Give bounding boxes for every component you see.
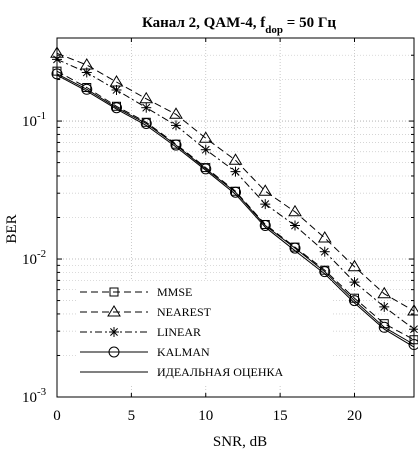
x-tick-label: 0: [53, 408, 61, 424]
marker-star: [200, 144, 211, 155]
legend-label: ИДЕАЛЬНАЯ ОЦЕНКА: [157, 365, 284, 379]
legend-label: KALMAN: [157, 345, 210, 359]
legend-item: KALMAN: [80, 345, 210, 359]
marker-star-stroke: [172, 121, 180, 130]
marker-star-stroke: [231, 167, 240, 176]
marker-star-stroke: [201, 145, 210, 154]
marker-triangle: [107, 305, 121, 317]
x-tick-label: 20: [347, 408, 362, 424]
marker-star-stroke: [112, 86, 121, 94]
marker-star-stroke: [110, 328, 118, 336]
marker-circle: [140, 118, 152, 130]
marker-circle: [200, 163, 212, 175]
series-line: [56, 74, 415, 348]
marker-triangle: [198, 131, 213, 143]
marker-star: [171, 120, 181, 131]
y-tick-label: 10-3: [22, 386, 47, 406]
x-tick-label: 5: [128, 408, 136, 424]
legend-box: [76, 281, 332, 385]
marker-star: [290, 220, 300, 231]
marker-star: [319, 246, 330, 257]
legend-item: MMSE: [80, 285, 192, 299]
marker-star-stroke: [82, 68, 91, 77]
marker-circle: [289, 242, 301, 254]
legend-item: LINEAR: [80, 325, 201, 339]
axis-ticks: 0 5 10 15 20 10-3 10-2 10-1: [22, 37, 414, 424]
marker-star: [81, 67, 92, 78]
marker-circle: [319, 266, 331, 278]
marker-triangle: [258, 184, 273, 196]
marker-circle: [170, 139, 182, 151]
marker-triangle: [377, 286, 392, 299]
marker-star-stroke: [320, 247, 329, 256]
marker-circle: [349, 295, 360, 307]
series-nearest: [50, 46, 418, 316]
chart-title: Канал 2, QAM-4, fdop = 50 Гц: [142, 15, 336, 36]
marker-circle: [111, 102, 122, 114]
series-идеальная-оценка: [56, 74, 415, 348]
y-tick-label: 10-2: [22, 248, 46, 268]
x-tick-label: 10: [198, 408, 213, 424]
marker-star-stroke: [261, 200, 270, 209]
legend: MMSE NEAREST LINEAR KALMAN ИДЕАЛЬНАЯ ОЦЕНКА: [76, 281, 332, 385]
marker-circle: [81, 83, 93, 95]
marker-star-stroke: [291, 221, 299, 230]
marker-star-stroke: [142, 103, 151, 112]
x-axis-label: SNR, dB: [213, 434, 267, 449]
marker-star-stroke: [350, 278, 359, 287]
marker-circle: [108, 346, 120, 358]
marker-star: [349, 277, 360, 288]
series-line: [56, 52, 415, 312]
marker-star: [111, 84, 122, 95]
marker-circle: [259, 220, 271, 232]
marker-star: [379, 301, 390, 312]
marker-circle: [378, 321, 390, 333]
marker-star: [109, 327, 119, 337]
legend-label: NEAREST: [157, 305, 212, 319]
marker-triangle: [317, 231, 332, 243]
legend-item: ИДЕАЛЬНАЯ ОЦЕНКА: [80, 365, 284, 379]
y-tick-label: 10-1: [22, 110, 46, 130]
series-linear: [52, 54, 418, 335]
marker-star: [260, 199, 271, 210]
legend-item: NEAREST: [80, 305, 212, 319]
x-tick-label: 15: [273, 408, 288, 424]
legend-label: LINEAR: [157, 325, 201, 339]
marker-square: [109, 287, 119, 297]
marker-circle: [230, 186, 241, 198]
marker-star: [141, 102, 152, 113]
y-axis-label: BER: [4, 214, 20, 243]
series-line: [56, 73, 415, 345]
marker-triangle: [347, 259, 362, 272]
marker-triangle: [288, 204, 302, 217]
marker-star-stroke: [380, 302, 389, 311]
series-line: [56, 70, 415, 341]
marker-triangle: [228, 153, 243, 165]
legend-label: MMSE: [157, 285, 192, 299]
marker-triangle: [169, 107, 183, 119]
marker-star: [230, 166, 241, 177]
